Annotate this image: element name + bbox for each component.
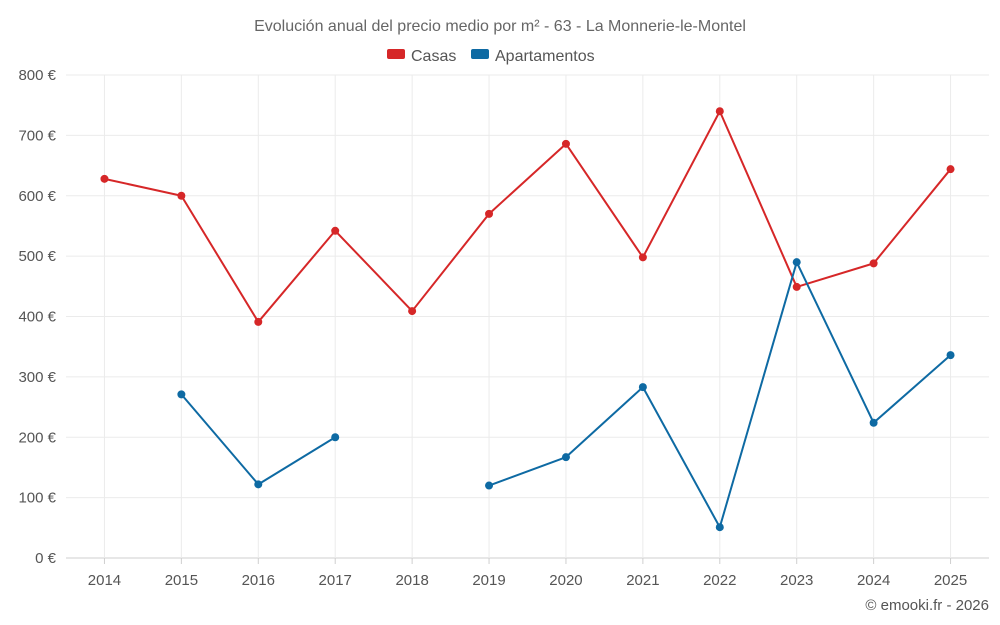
y-tick-label: 400 € bbox=[18, 309, 56, 326]
series-line-casas bbox=[104, 110, 952, 323]
y-tick-label: 100 € bbox=[18, 490, 56, 507]
credit-text: © emooki.fr - 2026 bbox=[865, 597, 989, 614]
data-point-casas bbox=[715, 107, 724, 116]
data-point-casas bbox=[561, 139, 570, 148]
legend-label-apartamentos: Apartamentos bbox=[495, 48, 595, 65]
data-point-apartamentos bbox=[254, 480, 263, 489]
data-point-apartamentos bbox=[792, 258, 801, 267]
x-tick-label: 2022 bbox=[703, 572, 736, 589]
data-point-apartamentos bbox=[485, 481, 494, 490]
data-point-apartamentos bbox=[331, 433, 340, 442]
data-point-casas bbox=[485, 209, 494, 218]
chart-legend: Casas Apartamentos bbox=[387, 48, 595, 65]
data-point-apartamentos bbox=[177, 390, 186, 399]
gridlines bbox=[66, 74, 989, 559]
data-point-apartamentos bbox=[715, 523, 724, 532]
x-tick-label: 2015 bbox=[165, 572, 198, 589]
legend-swatch-casas bbox=[387, 49, 405, 59]
x-tick-label: 2020 bbox=[549, 572, 582, 589]
x-axis: 2014 2015 2016 2017 2018 2019 2020 2021 2022 2023… bbox=[88, 558, 967, 589]
y-tick-label: 300 € bbox=[18, 369, 56, 386]
data-point-casas bbox=[792, 282, 801, 291]
x-tick-label: 2016 bbox=[242, 572, 275, 589]
y-tick-label: 600 € bbox=[18, 188, 56, 205]
data-point-casas bbox=[946, 165, 955, 174]
x-tick-label: 2018 bbox=[395, 572, 428, 589]
y-tick-label: 0 € bbox=[35, 550, 57, 567]
chart-title: Evolución anual del precio medio por m² … bbox=[254, 18, 746, 35]
x-tick-label: 2025 bbox=[934, 572, 967, 589]
series-layer bbox=[100, 107, 955, 532]
data-point-apartamentos bbox=[561, 453, 570, 462]
legend-label-casas: Casas bbox=[411, 48, 456, 65]
y-tick-label: 800 € bbox=[18, 67, 56, 84]
data-point-casas bbox=[100, 174, 109, 183]
x-tick-label: 2023 bbox=[780, 572, 813, 589]
data-point-casas bbox=[254, 317, 263, 326]
series-casas bbox=[100, 107, 955, 326]
y-tick-label: 500 € bbox=[18, 248, 56, 265]
x-tick-label: 2021 bbox=[626, 572, 659, 589]
data-point-apartamentos bbox=[638, 383, 647, 392]
data-point-casas bbox=[638, 253, 647, 262]
data-point-casas bbox=[177, 191, 186, 200]
x-tick-label: 2014 bbox=[88, 572, 121, 589]
legend-swatch-apartamentos bbox=[471, 49, 489, 59]
x-tick-label: 2024 bbox=[857, 572, 890, 589]
y-tick-label: 700 € bbox=[18, 127, 56, 144]
data-point-casas bbox=[331, 226, 340, 235]
y-axis: 0 € 100 € 200 € 300 € 400 € 500 € 600 € 700 € 80… bbox=[18, 67, 56, 567]
data-point-apartamentos bbox=[869, 418, 878, 427]
data-point-casas bbox=[408, 307, 417, 316]
x-tick-label: 2019 bbox=[472, 572, 505, 589]
series-apartamentos bbox=[177, 258, 955, 532]
data-point-casas bbox=[869, 259, 878, 268]
y-tick-label: 200 € bbox=[18, 429, 56, 446]
data-point-apartamentos bbox=[946, 351, 955, 360]
x-tick-label: 2017 bbox=[319, 572, 352, 589]
